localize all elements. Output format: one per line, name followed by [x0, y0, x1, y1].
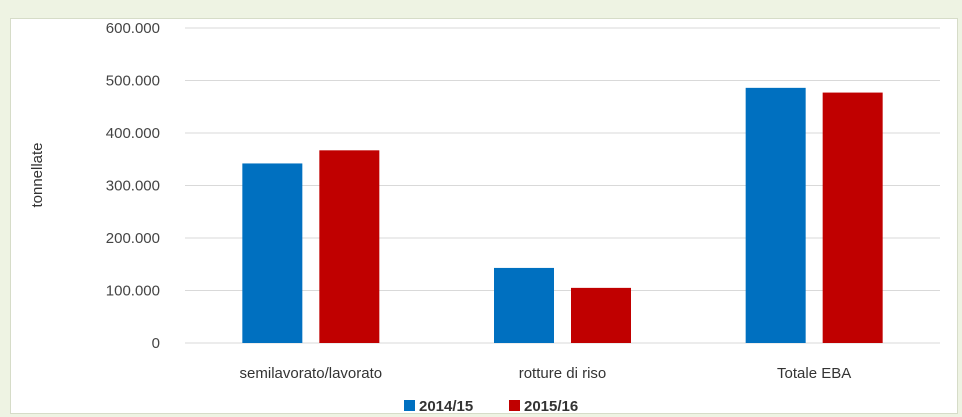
- y-axis-ticks: 0 100.000 200.000 300.000 400.000 500.000 600.…: [106, 20, 160, 352]
- y-tick-label: 100.000: [106, 283, 160, 300]
- bar-2014-15-2: [745, 87, 806, 343]
- bar-2014-15-0: [242, 163, 303, 343]
- bars: [242, 87, 883, 343]
- y-tick-label: 400.000: [106, 125, 160, 142]
- y-tick-label: 500.000: [106, 73, 160, 90]
- legend: 2014/15 2015/16: [404, 398, 578, 415]
- x-category-label: semilavorato/lavorato: [240, 365, 383, 382]
- bar-2014-15-1: [494, 267, 554, 343]
- x-category-label: rotture di riso: [519, 365, 607, 382]
- bar-2015-16-0: [319, 150, 380, 343]
- y-tick-label: 600.000: [106, 20, 160, 37]
- legend-label: 2015/16: [524, 398, 578, 415]
- y-axis-label: tonnellate: [29, 142, 46, 207]
- y-tick-label: 0: [152, 335, 160, 352]
- legend-swatch: [509, 400, 520, 411]
- gridlines: [185, 27, 940, 344]
- y-tick-label: 300.000: [106, 178, 160, 195]
- legend-swatch: [404, 400, 415, 411]
- bar-2015-16-2: [822, 92, 883, 343]
- y-tick-label: 200.000: [106, 230, 160, 247]
- x-axis-categories: semilavorato/lavorato rotture di riso Tota…: [240, 365, 852, 382]
- bar-2015-16-1: [571, 287, 631, 343]
- legend-label: 2014/15: [419, 398, 473, 415]
- x-category-label: Totale EBA: [777, 365, 851, 382]
